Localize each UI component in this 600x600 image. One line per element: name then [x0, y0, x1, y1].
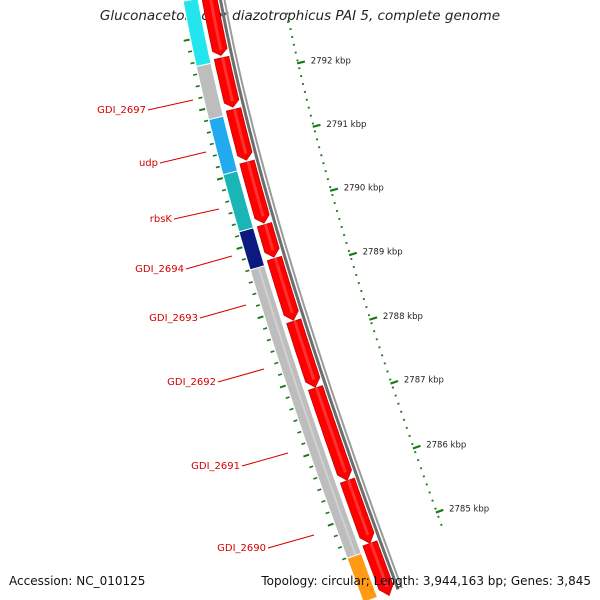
- kbp-label: 2790 kbp: [344, 184, 384, 194]
- label-leader-line: [185, 255, 233, 270]
- topology-text: Topology: circular; Length: 3,944,163 bp…: [261, 574, 591, 588]
- kbp-label: 2787 kbp: [404, 376, 444, 386]
- gene-label-gdi2691[interactable]: GDI_2691: [191, 461, 240, 472]
- tick-ring: [183, 38, 347, 561]
- kbp-label: 2786 kbp: [426, 441, 466, 451]
- label-leader-line: [217, 368, 265, 383]
- forward-strand-track: [201, 0, 394, 597]
- kbp-label: 2792 kbp: [311, 57, 351, 67]
- gene-label-gdi2692[interactable]: GDI_2692: [167, 377, 216, 388]
- kbp-tick: [435, 508, 444, 514]
- kbp-label: 2791 kbp: [326, 120, 366, 130]
- backbone-ring: [218, 0, 403, 591]
- gene-label-gdi2694[interactable]: GDI_2694: [135, 264, 184, 275]
- label-leader-line: [267, 534, 315, 549]
- gene-label-rbsk[interactable]: rbsK: [150, 214, 173, 225]
- gene-label-gdi2697[interactable]: GDI_2697: [97, 105, 146, 116]
- label-leader-line: [147, 99, 194, 111]
- label-leader-line: [159, 151, 207, 164]
- gene-label-udp[interactable]: udp: [139, 158, 158, 169]
- reverse-strand-track: [182, 0, 379, 600]
- reverse-gene-segment[interactable]: [346, 552, 379, 600]
- gene-label-gdi2693[interactable]: GDI_2693: [149, 313, 198, 324]
- accession-text: Accession: NC_010125: [9, 574, 146, 588]
- kbp-tick: [296, 60, 306, 65]
- kbp-label: 2788 kbp: [383, 312, 423, 322]
- gene-label-gdi2690[interactable]: GDI_2690: [217, 543, 266, 554]
- kbp-tick: [348, 251, 358, 257]
- label-leader-line: [199, 304, 247, 319]
- kbp-label: 2789 kbp: [363, 248, 403, 258]
- kbp-label: 2785 kbp: [449, 504, 489, 514]
- kbp-tick: [329, 187, 339, 192]
- kbp-tick: [369, 316, 378, 321]
- kbp-tick: [412, 444, 421, 450]
- label-leader-line: [173, 208, 220, 220]
- kbp-tick: [312, 123, 321, 128]
- kbp-tick: [390, 379, 399, 385]
- kbp-scale: 2792 kbp 2791 kbp 2790 kbp 2789 kbp 2788 kbp…: [286, 12, 489, 527]
- label-leader-line: [241, 452, 289, 467]
